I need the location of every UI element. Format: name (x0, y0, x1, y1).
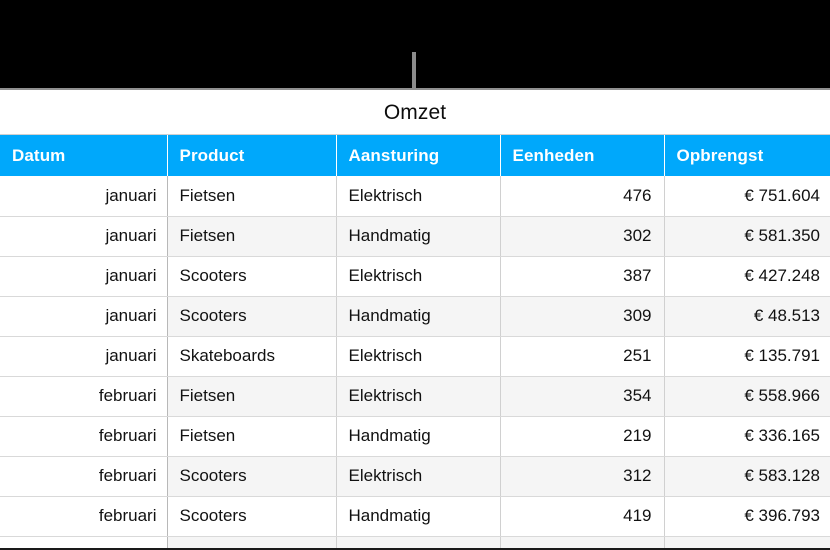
cell-datum[interactable]: februari (0, 416, 168, 457)
cell-eenheden[interactable]: 354 (500, 376, 665, 417)
callout-connector-line (412, 52, 416, 88)
cell-eenheden[interactable]: 387 (500, 256, 665, 297)
cell-aansturing[interactable]: Handmatig (336, 296, 501, 337)
table-title: Omzet (0, 90, 830, 135)
table-header-row: Datum Product Aansturing Eenheden Opbrengst (0, 135, 830, 176)
cell-datum[interactable]: februari (0, 496, 168, 537)
data-table: Datum Product Aansturing Eenheden Opbrengst … (0, 135, 830, 548)
cell-opbrengst[interactable]: € 396.793 (664, 496, 830, 537)
table-row[interactable]: februari Scooters Elektrisch 312 € 583.128 (0, 456, 830, 497)
cell-datum[interactable]: januari (0, 176, 168, 217)
cell-aansturing[interactable]: Elektrisch (336, 336, 501, 377)
cell-opbrengst[interactable]: € 336.165 (664, 416, 830, 457)
column-header-aansturing[interactable]: Aansturing (336, 135, 501, 176)
table-row[interactable] (0, 536, 830, 548)
table-row[interactable]: januari Scooters Elektrisch 387 € 427.248 (0, 256, 830, 297)
cell-product[interactable]: Fietsen (167, 376, 337, 417)
cell-datum[interactable]: januari (0, 256, 168, 297)
cell-eenheden[interactable]: 219 (500, 416, 665, 457)
cell-opbrengst[interactable]: € 583.128 (664, 456, 830, 497)
cell-opbrengst[interactable]: € 581.350 (664, 216, 830, 257)
column-header-eenheden[interactable]: Eenheden (500, 135, 665, 176)
cell-datum[interactable]: februari (0, 376, 168, 417)
cell-aansturing[interactable]: Elektrisch (336, 176, 501, 217)
cell-eenheden[interactable] (500, 536, 665, 548)
cell-product[interactable]: Scooters (167, 496, 337, 537)
cell-eenheden[interactable]: 476 (500, 176, 665, 217)
cell-opbrengst[interactable]: € 135.791 (664, 336, 830, 377)
table-row[interactable]: januari Fietsen Elektrisch 476 € 751.604 (0, 176, 830, 217)
cell-datum[interactable] (0, 536, 168, 548)
cell-datum[interactable]: januari (0, 296, 168, 337)
cell-datum[interactable]: januari (0, 216, 168, 257)
cell-aansturing[interactable]: Elektrisch (336, 456, 501, 497)
cell-aansturing[interactable]: Handmatig (336, 216, 501, 257)
cell-opbrengst[interactable] (664, 536, 830, 548)
cell-product[interactable]: Scooters (167, 296, 337, 337)
cell-product[interactable]: Skateboards (167, 336, 337, 377)
column-header-opbrengst[interactable]: Opbrengst (664, 135, 830, 176)
cell-opbrengst[interactable]: € 558.966 (664, 376, 830, 417)
cell-aansturing[interactable]: Elektrisch (336, 256, 501, 297)
cell-eenheden[interactable]: 419 (500, 496, 665, 537)
table-row[interactable]: februari Fietsen Elektrisch 354 € 558.966 (0, 376, 830, 417)
cell-datum[interactable]: februari (0, 456, 168, 497)
window-chrome-backdrop (0, 0, 830, 88)
table-row[interactable]: januari Scooters Handmatig 309 € 48.513 (0, 296, 830, 337)
cell-aansturing[interactable]: Handmatig (336, 416, 501, 457)
cell-aansturing[interactable] (336, 536, 501, 548)
cell-product[interactable]: Scooters (167, 256, 337, 297)
column-header-datum[interactable]: Datum (0, 135, 168, 176)
cell-eenheden[interactable]: 312 (500, 456, 665, 497)
cell-product[interactable] (167, 536, 337, 548)
cell-product[interactable]: Scooters (167, 456, 337, 497)
cell-aansturing[interactable]: Elektrisch (336, 376, 501, 417)
cell-datum[interactable]: januari (0, 336, 168, 377)
cell-product[interactable]: Fietsen (167, 416, 337, 457)
cell-eenheden[interactable]: 309 (500, 296, 665, 337)
column-header-product[interactable]: Product (167, 135, 337, 176)
cell-opbrengst[interactable]: € 48.513 (664, 296, 830, 337)
cell-aansturing[interactable]: Handmatig (336, 496, 501, 537)
cell-product[interactable]: Fietsen (167, 216, 337, 257)
table-row[interactable]: januari Fietsen Handmatig 302 € 581.350 (0, 216, 830, 257)
cell-opbrengst[interactable]: € 751.604 (664, 176, 830, 217)
cell-opbrengst[interactable]: € 427.248 (664, 256, 830, 297)
cell-eenheden[interactable]: 251 (500, 336, 665, 377)
table-body: januari Fietsen Elektrisch 476 € 751.604 janu… (0, 176, 830, 548)
cell-product[interactable]: Fietsen (167, 176, 337, 217)
table-row[interactable]: februari Scooters Handmatig 419 € 396.793 (0, 496, 830, 537)
spreadsheet-table-widget[interactable]: Omzet Datum Product Aansturing Eenheden Opbr… (0, 88, 830, 550)
table-row[interactable]: februari Fietsen Handmatig 219 € 336.165 (0, 416, 830, 457)
table-row[interactable]: januari Skateboards Elektrisch 251 € 135.791 (0, 336, 830, 377)
cell-eenheden[interactable]: 302 (500, 216, 665, 257)
